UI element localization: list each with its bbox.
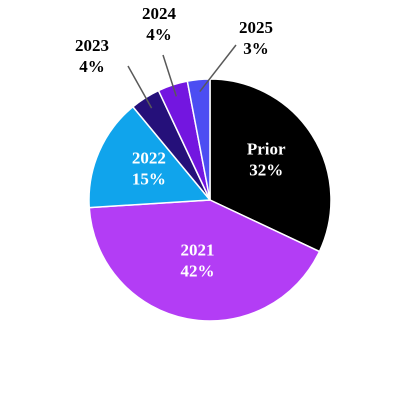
slice-labels: Prior 32% 2021 42% 2022 15% 2023 4% 2024 4% 2025 3% xyxy=(75,4,286,280)
slice-label-name: 2023 xyxy=(75,36,109,55)
pie-slice-2022 xyxy=(88,105,212,209)
pie-slices xyxy=(88,78,332,322)
slice-label-value: 42% xyxy=(181,261,215,280)
slice-label-value: 4% xyxy=(79,57,105,76)
slice-label-2025: 2025 3% xyxy=(239,18,273,58)
slice-label-name: Prior xyxy=(247,139,286,158)
slice-label-2021: 2021 42% xyxy=(181,240,215,280)
slice-label-prior: Prior 32% xyxy=(247,139,286,179)
slice-label-name: 2025 xyxy=(239,18,273,37)
slice-label-2024: 2024 4% xyxy=(142,4,177,44)
leader-line-2025 xyxy=(199,44,237,93)
slice-label-2022: 2022 15% xyxy=(132,149,166,189)
slice-label-value: 15% xyxy=(132,170,166,189)
slice-label-value: 4% xyxy=(146,25,172,44)
pie-slice-2021 xyxy=(88,199,321,322)
slice-label-name: 2022 xyxy=(132,149,166,168)
leader-lines xyxy=(127,44,237,109)
leader-line-2024 xyxy=(162,54,178,97)
slice-label-name: 2021 xyxy=(181,240,215,259)
slice-label-2023: 2023 4% xyxy=(75,36,109,76)
slice-label-value: 32% xyxy=(249,160,283,179)
slice-label-name: 2024 xyxy=(142,4,177,23)
pie-slice-prior xyxy=(209,78,332,253)
slice-label-value: 3% xyxy=(243,39,269,58)
leader-line-2023 xyxy=(127,65,153,109)
